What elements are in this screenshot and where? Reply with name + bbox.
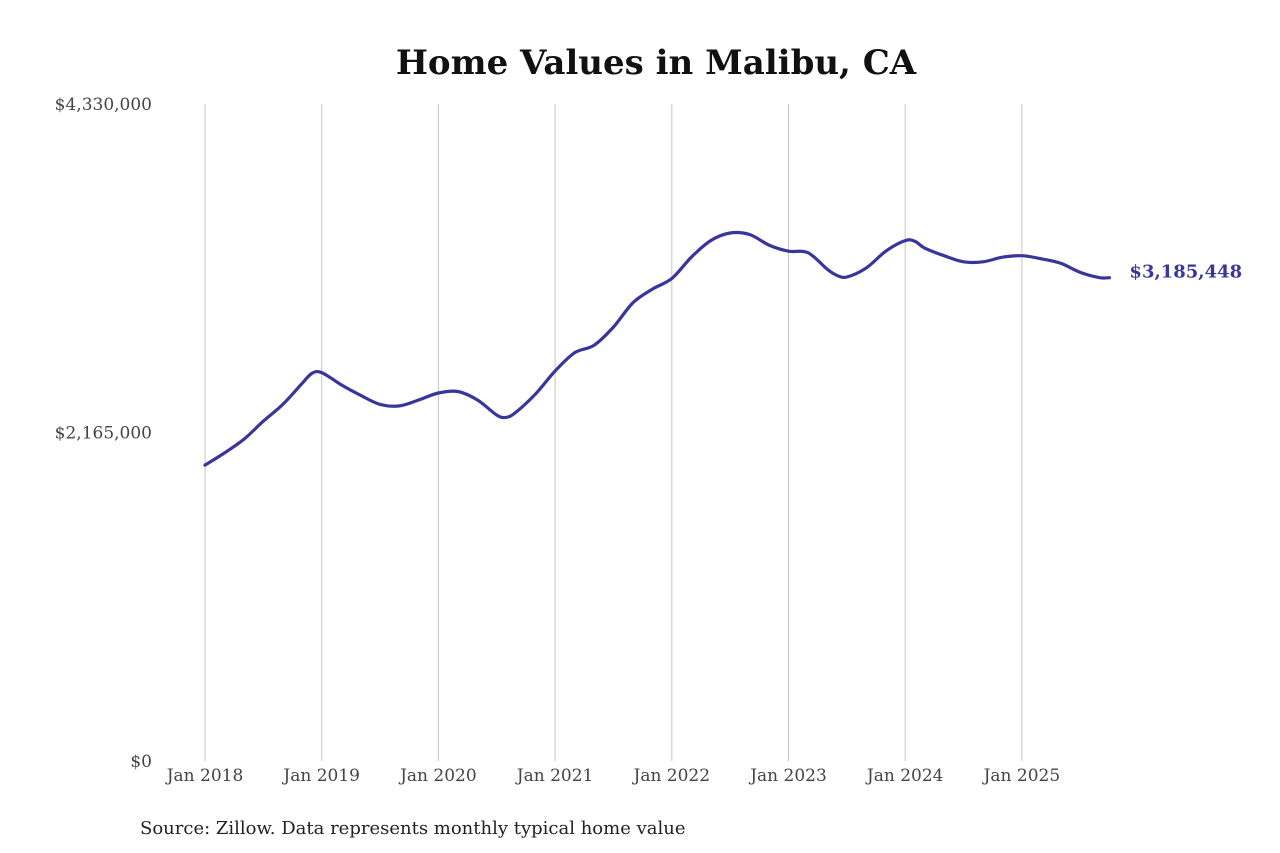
x-tick-label: Jan 2018: [165, 766, 244, 786]
end-value-label: $3,185,448: [1129, 262, 1242, 283]
chart-title: Home Values in Malibu, CA: [396, 43, 917, 83]
x-tick-label: Jan 2020: [398, 766, 477, 786]
x-tick-label: Jan 2023: [748, 766, 827, 786]
series-layer: $3,185,448: [203, 230, 1242, 467]
x-tick-label: Jan 2022: [632, 766, 711, 786]
x-tick-label: Jan 2019: [281, 766, 360, 786]
x-tick-label: Jan 2025: [982, 766, 1061, 786]
y-tick-label: $4,330,000: [55, 95, 152, 115]
y-axis-ticks: $0 $2,165,000 $4,330,000: [55, 95, 152, 772]
x-tick-label: Jan 2024: [865, 766, 944, 786]
y-tick-label: $0: [130, 752, 152, 772]
grid-layer: [204, 104, 1023, 761]
source-note: Source: Zillow. Data represents monthly …: [140, 818, 686, 839]
x-tick-label: Jan 2021: [515, 766, 594, 786]
x-axis-ticks: Jan 2018 Jan 2019 Jan 2020 Jan 2021 Jan 2022…: [165, 766, 1060, 786]
y-tick-label: $2,165,000: [55, 424, 152, 444]
series-line: [203, 230, 1111, 467]
